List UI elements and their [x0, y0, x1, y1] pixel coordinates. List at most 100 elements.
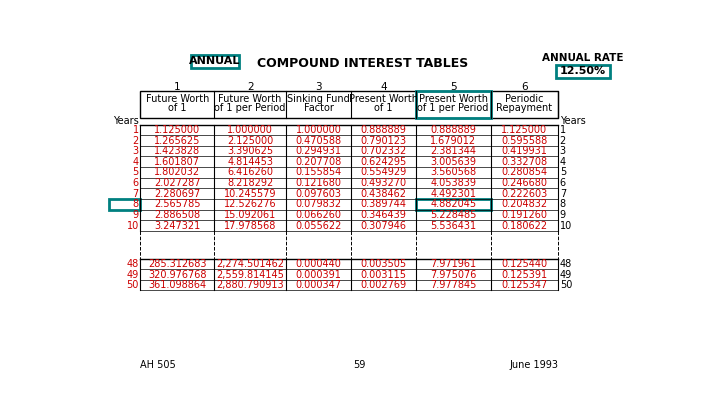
Text: 0.346439: 0.346439	[360, 210, 406, 220]
Text: 0.332708: 0.332708	[501, 157, 548, 167]
Text: 5.536431: 5.536431	[430, 220, 476, 230]
Text: 7: 7	[133, 189, 139, 199]
Text: June 1993: June 1993	[509, 360, 558, 370]
Text: 5: 5	[450, 82, 456, 92]
Text: 10: 10	[559, 220, 572, 230]
Text: 3.560568: 3.560568	[430, 167, 476, 178]
Text: 0.294931: 0.294931	[296, 146, 342, 156]
Text: 4: 4	[133, 157, 139, 167]
Text: 1.601807: 1.601807	[154, 157, 200, 167]
Text: 0.888889: 0.888889	[430, 125, 476, 135]
Text: ANNUAL: ANNUAL	[189, 57, 241, 67]
Text: 7.971961: 7.971961	[430, 259, 476, 269]
Text: 6: 6	[559, 178, 566, 188]
Text: 0.493270: 0.493270	[360, 178, 406, 188]
Text: 48: 48	[559, 259, 572, 269]
Text: Present Worth: Present Worth	[418, 94, 488, 104]
Text: 7.975076: 7.975076	[430, 270, 477, 280]
Text: 3.390625: 3.390625	[227, 146, 273, 156]
Text: Periodic: Periodic	[505, 94, 544, 104]
Text: 0.389744: 0.389744	[360, 199, 406, 209]
Text: 2.565785: 2.565785	[154, 199, 201, 209]
Text: 0.222603: 0.222603	[501, 189, 548, 199]
Text: 0.624295: 0.624295	[360, 157, 406, 167]
Text: 8: 8	[133, 199, 139, 209]
Text: 0.204832: 0.204832	[501, 199, 548, 209]
Text: 0.125391: 0.125391	[501, 270, 548, 280]
Text: Present Worth: Present Worth	[349, 94, 418, 104]
Text: 12.50%: 12.50%	[560, 67, 606, 77]
Text: 0.121680: 0.121680	[296, 178, 342, 188]
Text: of 1: of 1	[168, 104, 187, 114]
Text: 8: 8	[559, 199, 566, 209]
Text: 7.977845: 7.977845	[430, 280, 477, 290]
Text: 5.228485: 5.228485	[430, 210, 477, 220]
Text: 0.595588: 0.595588	[501, 136, 548, 146]
Text: 0.207708: 0.207708	[296, 157, 342, 167]
Text: 3: 3	[315, 82, 322, 92]
Text: 0.000440: 0.000440	[296, 259, 342, 269]
Text: 0.246680: 0.246680	[501, 178, 548, 188]
Text: 15.092061: 15.092061	[224, 210, 277, 220]
Text: 4: 4	[559, 157, 566, 167]
Text: 50: 50	[559, 280, 572, 290]
Text: 0.280854: 0.280854	[501, 167, 548, 178]
Text: Years: Years	[113, 116, 139, 126]
Text: 2,559.814145: 2,559.814145	[216, 270, 284, 280]
Text: 1.423828: 1.423828	[154, 146, 200, 156]
Bar	[416, 199, 491, 210]
Text: 6: 6	[133, 178, 139, 188]
Text: 4.882045: 4.882045	[430, 199, 476, 209]
Text: AH 505: AH 505	[140, 360, 176, 370]
Text: 6.416260: 6.416260	[227, 167, 273, 178]
Text: 10.245579: 10.245579	[224, 189, 277, 199]
Text: 1.125000: 1.125000	[501, 125, 548, 135]
Text: 1.265625: 1.265625	[154, 136, 201, 146]
Text: 2.125000: 2.125000	[227, 136, 273, 146]
Text: 0.180622: 0.180622	[501, 220, 548, 230]
Text: 1: 1	[133, 125, 139, 135]
Text: COMPOUND INTEREST TABLES: COMPOUND INTEREST TABLES	[257, 57, 468, 69]
Text: 0.055622: 0.055622	[296, 220, 342, 230]
Text: 0.554929: 0.554929	[360, 167, 406, 178]
Text: 2,274.501462: 2,274.501462	[216, 259, 284, 269]
Text: 5: 5	[559, 167, 566, 178]
Text: 0.888889: 0.888889	[360, 125, 406, 135]
Text: 17.978568: 17.978568	[224, 220, 277, 230]
Text: 2.886508: 2.886508	[154, 210, 200, 220]
Text: 0.000347: 0.000347	[296, 280, 342, 290]
Text: 1: 1	[559, 125, 566, 135]
Text: 0.003505: 0.003505	[360, 259, 406, 269]
Text: 2.280697: 2.280697	[154, 189, 200, 199]
Text: Future Worth: Future Worth	[145, 94, 209, 104]
Text: 2: 2	[247, 82, 253, 92]
Text: 3: 3	[133, 146, 139, 156]
Text: Future Worth: Future Worth	[218, 94, 282, 104]
Text: of 1 per Period: of 1 per Period	[418, 104, 489, 114]
Text: 0.438462: 0.438462	[360, 189, 406, 199]
Text: 7: 7	[559, 189, 566, 199]
Text: 2.381344: 2.381344	[430, 146, 476, 156]
Text: 5: 5	[133, 167, 139, 178]
Text: Sinking Fund: Sinking Fund	[287, 94, 350, 104]
Text: 4: 4	[380, 82, 387, 92]
Text: 10: 10	[126, 220, 139, 230]
Text: ANNUAL RATE: ANNUAL RATE	[542, 53, 623, 63]
Text: of 1 per Period: of 1 per Period	[214, 104, 286, 114]
Text: 1.125000: 1.125000	[154, 125, 200, 135]
Text: 4.814453: 4.814453	[227, 157, 273, 167]
Text: 0.079832: 0.079832	[296, 199, 342, 209]
Text: 2.027287: 2.027287	[154, 178, 201, 188]
Text: 0.125440: 0.125440	[501, 259, 548, 269]
Text: 49: 49	[559, 270, 572, 280]
Text: 361.098864: 361.098864	[148, 280, 206, 290]
Bar	[191, 54, 239, 68]
Text: 0.702332: 0.702332	[360, 146, 406, 156]
Text: 0.097603: 0.097603	[296, 189, 342, 199]
Text: 2,880.790913: 2,880.790913	[216, 280, 284, 290]
Text: 1: 1	[174, 82, 180, 92]
Text: 1.802032: 1.802032	[154, 167, 200, 178]
Text: 9: 9	[559, 210, 566, 220]
Text: 1.679012: 1.679012	[430, 136, 476, 146]
Text: 2: 2	[133, 136, 139, 146]
